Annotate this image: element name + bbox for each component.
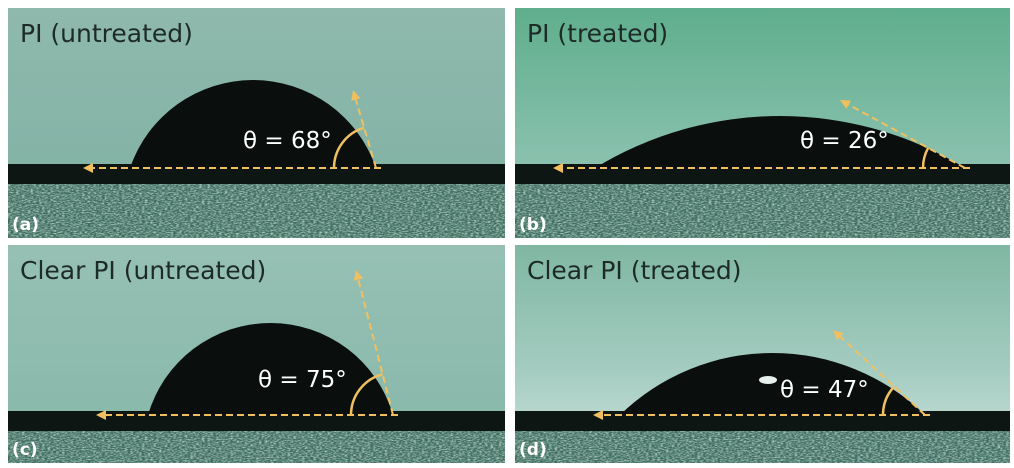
substrate-texture bbox=[8, 431, 505, 463]
angle-label: θ = 26° bbox=[800, 128, 889, 154]
figure: θ = 68° PI (untreated) (a) θ = 26° PI (treat… bbox=[0, 0, 1014, 468]
substrate-texture bbox=[8, 184, 505, 238]
panel-title: Clear PI (treated) bbox=[527, 256, 742, 285]
panel: θ = 75° Clear PI (untreated) (c) bbox=[8, 245, 505, 463]
panel-label: (a) bbox=[12, 215, 39, 235]
reflection-spot bbox=[759, 376, 777, 384]
panel-label: (b) bbox=[519, 215, 547, 235]
panel-label: (d) bbox=[519, 440, 547, 460]
panel: θ = 47° Clear PI (treated) (d) bbox=[515, 245, 1010, 463]
panel: θ = 68° PI (untreated) (a) bbox=[8, 8, 505, 238]
panel-label: (c) bbox=[12, 440, 38, 460]
panel-title: PI (untreated) bbox=[20, 19, 193, 48]
panel-title: Clear PI (untreated) bbox=[20, 256, 266, 285]
substrate-texture bbox=[515, 184, 1010, 238]
panel-title: PI (treated) bbox=[527, 19, 668, 48]
angle-label: θ = 68° bbox=[243, 128, 332, 154]
substrate-texture bbox=[515, 431, 1010, 463]
panel: θ = 26° PI (treated) (b) bbox=[515, 8, 1010, 238]
angle-label: θ = 47° bbox=[780, 377, 869, 403]
angle-label: θ = 75° bbox=[258, 367, 347, 393]
